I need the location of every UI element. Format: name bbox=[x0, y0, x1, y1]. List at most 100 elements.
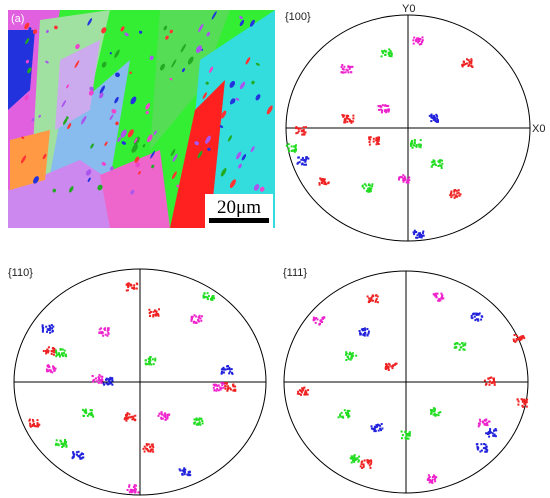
pole-spot bbox=[219, 388, 222, 391]
pole-spot bbox=[434, 292, 437, 295]
pole-spot bbox=[143, 445, 146, 448]
pole-spot bbox=[302, 126, 305, 129]
grain bbox=[80, 115, 87, 125]
pole-spot bbox=[46, 330, 48, 333]
pole-spot bbox=[149, 356, 151, 359]
pole-spot bbox=[405, 437, 408, 440]
pole-spot bbox=[228, 368, 231, 371]
pole-figure: {100} Y0 X0 bbox=[285, 3, 545, 242]
pole-spot bbox=[300, 393, 302, 396]
pole-spot bbox=[441, 159, 443, 162]
pole-spot bbox=[434, 120, 437, 123]
grain bbox=[97, 184, 103, 191]
pole-spot bbox=[524, 400, 527, 403]
pole-spot bbox=[313, 317, 316, 320]
pole-spot bbox=[467, 65, 470, 67]
pole-spot bbox=[216, 388, 219, 390]
pole-spot bbox=[357, 459, 360, 462]
pole-spot bbox=[455, 342, 458, 345]
pole-spot bbox=[91, 375, 94, 378]
pole-spot bbox=[126, 289, 129, 292]
pole-spot bbox=[221, 384, 224, 387]
pole-spot bbox=[227, 365, 229, 367]
pole-spot bbox=[97, 381, 100, 384]
pole-spot bbox=[230, 388, 232, 391]
pole-spot bbox=[522, 335, 525, 338]
grain bbox=[239, 15, 244, 20]
pole-spot bbox=[417, 37, 420, 40]
pole-spot bbox=[305, 156, 308, 159]
pole-spot bbox=[406, 180, 409, 183]
pole-spot bbox=[290, 145, 293, 148]
grain bbox=[109, 166, 114, 171]
pole-spot bbox=[414, 231, 417, 234]
pole-spot bbox=[148, 363, 151, 366]
pole-spot bbox=[347, 413, 350, 416]
pole-spot bbox=[133, 286, 135, 289]
pole-spot bbox=[90, 413, 93, 416]
pole-spot bbox=[294, 148, 297, 151]
pole-spot bbox=[58, 353, 60, 356]
pole-spot bbox=[61, 348, 64, 351]
pole-spot bbox=[377, 429, 380, 432]
pole-spot bbox=[433, 114, 435, 117]
pole-spot bbox=[357, 460, 360, 463]
pole-spot bbox=[368, 299, 371, 302]
pole-spot bbox=[344, 121, 347, 124]
grain bbox=[239, 19, 245, 27]
pole-spot bbox=[410, 142, 413, 145]
pole-spot bbox=[293, 145, 296, 148]
pole-spot bbox=[432, 410, 435, 413]
pole-spot bbox=[157, 414, 160, 417]
panel-label: (a) bbox=[11, 13, 24, 25]
pole-spot bbox=[62, 445, 65, 447]
pole-spot bbox=[353, 454, 356, 457]
grain bbox=[115, 72, 120, 78]
scale-bar bbox=[209, 218, 269, 223]
pole-spot bbox=[403, 175, 406, 178]
pole-spot bbox=[352, 458, 355, 461]
pole-spot bbox=[186, 473, 189, 476]
pole-spot bbox=[220, 382, 223, 384]
grain bbox=[133, 137, 138, 144]
pole-spot bbox=[400, 430, 403, 433]
pole-spot bbox=[222, 371, 225, 374]
pole-spot bbox=[399, 175, 402, 178]
pole-spot bbox=[198, 422, 201, 425]
pole-spot bbox=[350, 457, 353, 460]
pole-spot bbox=[190, 319, 193, 322]
pole-spot bbox=[193, 320, 195, 323]
pole-spot bbox=[147, 443, 150, 446]
grain bbox=[114, 49, 120, 59]
pole-spot bbox=[348, 65, 351, 68]
grain bbox=[138, 170, 141, 175]
pole-spot bbox=[378, 136, 380, 139]
grain bbox=[121, 141, 126, 145]
pole-spot bbox=[386, 108, 389, 111]
pole-spot bbox=[212, 386, 215, 389]
pole-spot bbox=[110, 382, 113, 385]
pole-spot bbox=[164, 416, 167, 418]
pole-spot bbox=[468, 61, 471, 64]
pole-spot bbox=[464, 343, 467, 346]
pole-spot bbox=[108, 382, 111, 385]
pole-label: {111} bbox=[283, 267, 307, 279]
pole-spot bbox=[350, 120, 353, 123]
pole-spot bbox=[131, 418, 134, 421]
pole-spot bbox=[439, 299, 442, 302]
pole-spot bbox=[428, 114, 431, 117]
pole-spot bbox=[216, 385, 219, 388]
pole-spot bbox=[374, 430, 377, 433]
pole-spot bbox=[299, 127, 302, 130]
pole-spot bbox=[408, 434, 411, 437]
pole-spot bbox=[197, 319, 200, 322]
pole-spot bbox=[437, 299, 440, 302]
pole-spot bbox=[487, 420, 490, 423]
pole-spot bbox=[161, 417, 164, 420]
pole-spot bbox=[217, 389, 220, 392]
pole-spot bbox=[29, 424, 32, 427]
pole-spot bbox=[303, 133, 306, 136]
pole-spot bbox=[453, 343, 456, 345]
pole-spot bbox=[411, 139, 413, 142]
pole-spot bbox=[296, 131, 299, 134]
